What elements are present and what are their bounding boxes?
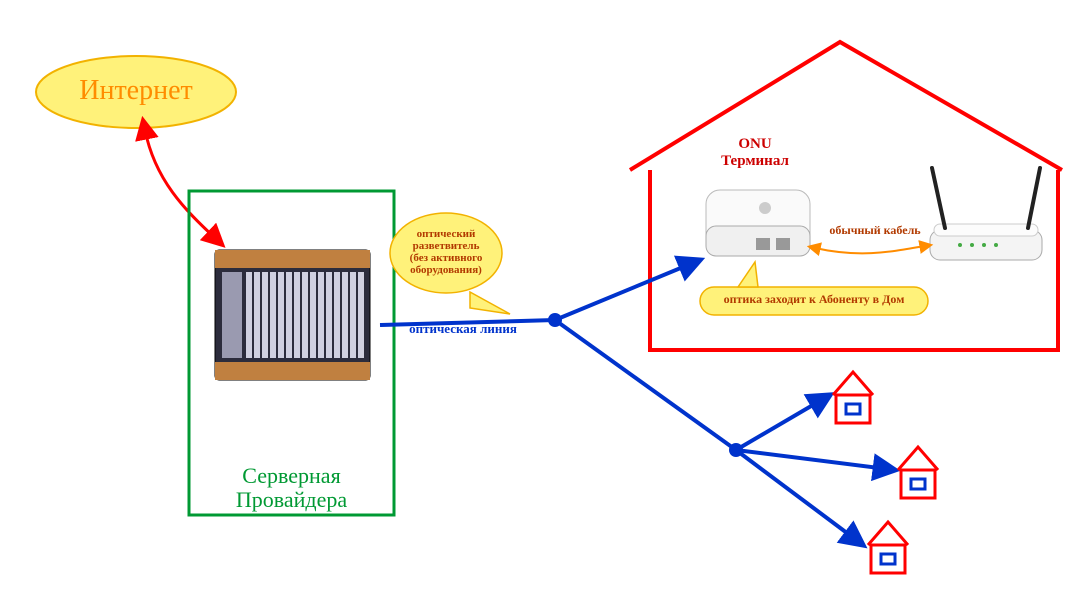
small-house-icon xyxy=(868,522,908,573)
internet-to-server-link xyxy=(145,130,215,238)
onu-router-link xyxy=(815,246,925,253)
internet-label: Интернет xyxy=(58,76,214,107)
server-equipment-icon xyxy=(215,250,370,380)
optic-node xyxy=(548,313,562,327)
optic-node xyxy=(729,443,743,457)
simple-cable-label: обычный кабель xyxy=(820,224,930,237)
splitter-callout-tail xyxy=(470,292,510,314)
subscriber-house-roof xyxy=(630,42,1062,170)
splitter-label: оптический разветвитель (без активного о… xyxy=(394,228,498,276)
fiber-to-home-label: оптика заходит к Абоненту в Дом xyxy=(702,293,926,306)
server-room-label: Серверная Провайдера xyxy=(189,464,394,512)
router-device-icon xyxy=(930,168,1042,260)
small-house-icon xyxy=(833,372,873,423)
small-house-icon xyxy=(898,447,938,498)
onu-label: ONU Терминал xyxy=(700,136,810,169)
fiber-callout-tail xyxy=(738,262,758,287)
optical-line-label: оптическая линия xyxy=(398,322,528,336)
onu-device-icon xyxy=(706,190,810,256)
